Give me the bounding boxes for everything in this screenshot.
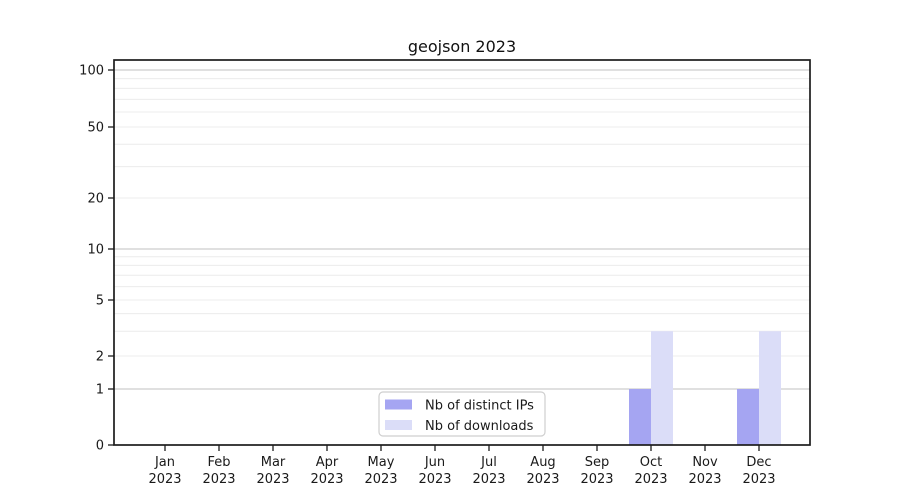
y-tick-label: 5: [96, 294, 104, 309]
x-tick-label: Jan 2023: [148, 455, 181, 487]
legend-label: Nb of downloads: [425, 419, 534, 434]
legend: Nb of distinct IPs Nb of downloads: [378, 391, 546, 437]
bar-downloads: [651, 331, 673, 445]
y-tick-label: 0: [96, 439, 104, 454]
legend-box: [378, 391, 546, 437]
y-tick-label: 100: [79, 64, 104, 79]
bar-downloads: [759, 331, 781, 445]
legend-swatch-downloads: [385, 420, 412, 430]
y-tick-label: 2: [96, 350, 104, 365]
x-tick-label: May 2023: [364, 455, 397, 487]
y-tick-label: 50: [87, 121, 104, 136]
chart-title: geojson 2023: [407, 37, 517, 56]
legend-swatch-distinct-ips: [385, 399, 412, 410]
plot-border: [113, 59, 811, 446]
y-tick-label: 1: [96, 383, 104, 398]
x-tick-label: Feb 2023: [202, 455, 235, 487]
x-tick-label: Jun 2023: [418, 455, 451, 487]
bar-distinct-ips: [629, 389, 651, 445]
x-tick-label: Dec 2023: [742, 455, 775, 487]
y-tick-label: 10: [87, 243, 104, 258]
x-tick-label: Nov 2023: [688, 455, 721, 487]
x-tick-label: Mar 2023: [256, 455, 289, 487]
legend-label: Nb of distinct IPs: [425, 399, 534, 414]
y-tick-label: 20: [87, 192, 104, 207]
x-tick-label: Apr 2023: [310, 455, 343, 487]
x-tick-label: Aug 2023: [526, 455, 559, 487]
bar-distinct-ips: [737, 389, 759, 445]
x-tick-label: Jul 2023: [472, 455, 505, 487]
x-tick-label: Oct 2023: [634, 455, 667, 487]
x-tick-label: Sep 2023: [580, 455, 613, 487]
